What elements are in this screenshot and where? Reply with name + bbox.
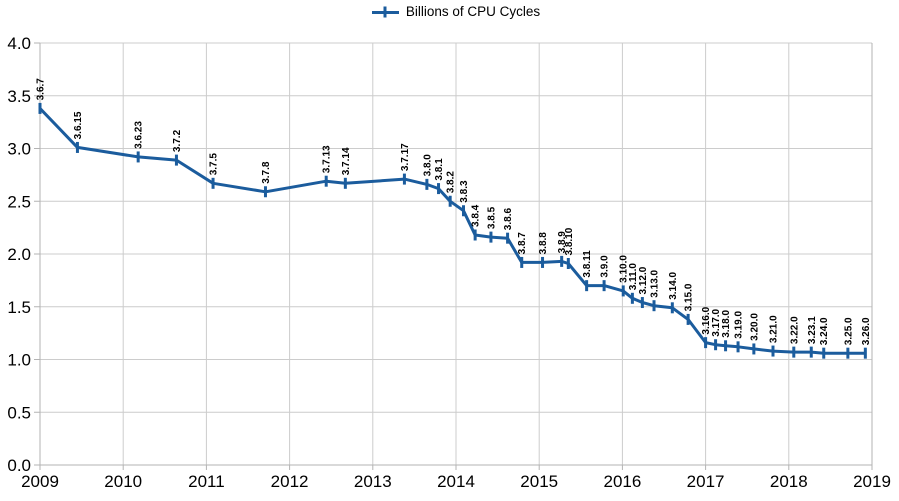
data-point-label: 3.11.0 — [628, 263, 639, 291]
data-point-label: 3.8.4 — [471, 204, 482, 227]
data-point-label: 3.7.14 — [341, 147, 352, 175]
y-tick-label: 4.0 — [7, 34, 31, 53]
x-tick-label: 2017 — [687, 472, 725, 491]
data-point-label: 3.8.9 — [557, 231, 568, 254]
legend-tick-icon — [383, 6, 387, 18]
x-tick-label: 2015 — [520, 472, 558, 491]
x-tick-label: 2010 — [104, 472, 142, 491]
data-point-label: 3.23.1 — [807, 316, 818, 344]
data-point-label: 3.8.2 — [446, 171, 457, 194]
y-tick-label: 3.5 — [7, 87, 31, 106]
data-point-label: 3.8.8 — [538, 232, 549, 255]
data-point-label: 3.8.3 — [459, 180, 470, 203]
y-tick-label: 2.5 — [7, 192, 31, 211]
y-tick-label: 1.5 — [7, 298, 31, 317]
data-point-label: 3.15.0 — [684, 283, 695, 311]
data-point-label: 3.7.17 — [400, 143, 411, 171]
data-point-label: 3.10.0 — [619, 255, 630, 283]
x-tick-label: 2019 — [853, 472, 891, 491]
x-tick-label: 2014 — [437, 472, 475, 491]
legend-line-marker-icon — [371, 6, 399, 18]
data-point-label: 3.6.15 — [73, 111, 84, 139]
data-point-label: 3.26.0 — [861, 317, 872, 345]
data-point-label: 3.12.0 — [638, 266, 649, 294]
y-tick-label: 0.5 — [7, 403, 31, 422]
data-point-label: 3.7.13 — [322, 145, 333, 173]
data-point-label: 3.8.0 — [422, 154, 433, 177]
legend-label: Billions of CPU Cycles — [405, 4, 541, 19]
data-point-label: 3.7.8 — [261, 161, 272, 184]
y-tick-label: 1.0 — [7, 351, 31, 370]
data-point-label: 3.7.2 — [172, 129, 183, 152]
data-point-label: 3.8.7 — [517, 232, 528, 255]
y-tick-label: 3.0 — [7, 140, 31, 159]
x-tick-label: 2013 — [354, 472, 392, 491]
data-point-label: 3.9.0 — [600, 255, 611, 278]
data-point-label: 3.14.0 — [668, 272, 679, 300]
data-point-label: 3.8.6 — [503, 208, 514, 231]
data-point-label: 3.8.5 — [486, 206, 497, 229]
data-point-label: 3.6.7 — [36, 78, 47, 101]
legend: Billions of CPU Cycles — [40, 2, 872, 22]
data-point-label: 3.20.0 — [749, 313, 760, 341]
data-point-label: 3.8.10 — [564, 227, 575, 255]
x-tick-label: 2016 — [603, 472, 641, 491]
data-point-label: 3.13.0 — [650, 269, 661, 297]
data-point-label: 3.6.23 — [134, 121, 145, 149]
y-tick-label: 2.0 — [7, 245, 31, 264]
data-point-label: 3.25.0 — [843, 317, 854, 345]
data-point-label: 3.8.11 — [582, 250, 593, 278]
data-point-label: 3.16.0 — [701, 306, 712, 334]
data-point-label: 3.18.0 — [721, 310, 732, 338]
data-point-label: 3.17.0 — [711, 308, 722, 336]
data-point-label: 3.7.5 — [209, 153, 220, 176]
data-point-label: 3.22.0 — [789, 316, 800, 344]
x-tick-label: 2009 — [21, 472, 59, 491]
y-tick-label: 0.0 — [7, 456, 31, 475]
x-tick-label: 2018 — [770, 472, 808, 491]
data-point-label: 3.8.1 — [434, 158, 445, 181]
x-tick-label: 2012 — [271, 472, 309, 491]
data-point-label: 3.21.0 — [769, 315, 780, 343]
x-tick-label: 2011 — [188, 472, 225, 491]
data-point-label: 3.19.0 — [734, 311, 745, 339]
data-point-label: 3.24.0 — [819, 317, 830, 345]
